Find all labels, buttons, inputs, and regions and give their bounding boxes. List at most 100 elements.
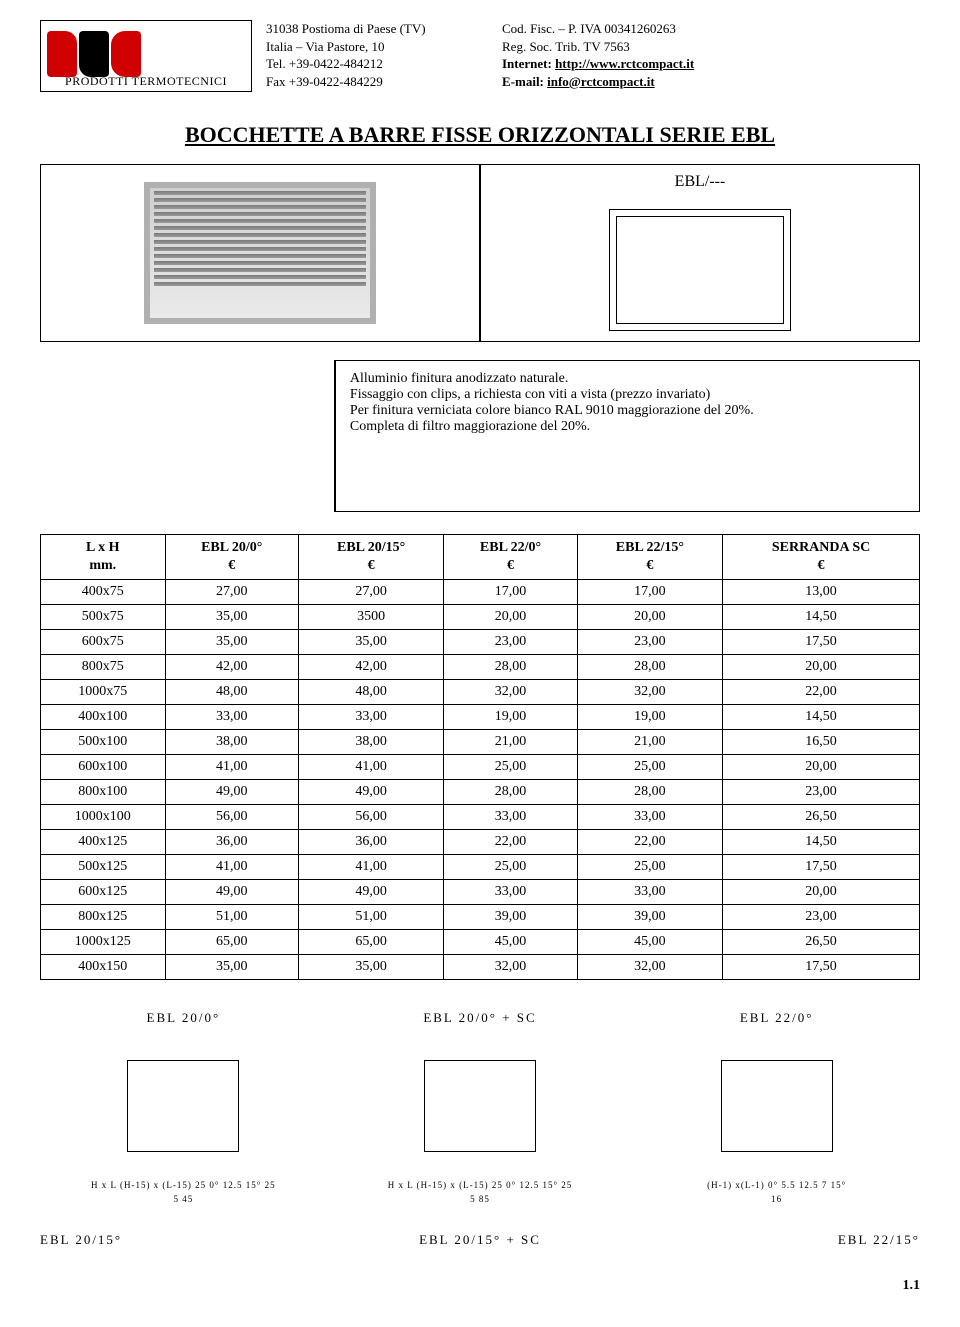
email-line: E-mail: info@rctcompact.it [502,73,782,91]
price-row: 600x7535,0035,0023,0023,0017,50 [41,630,920,655]
price-cell: 39,00 [577,905,722,930]
price-row: 800x12551,0051,0039,0039,0023,00 [41,905,920,930]
section-diagram: EBL 20/0°H x L (H-15) x (L-15) 25 0° 12.… [40,1010,327,1204]
diagram-drawing [633,1036,920,1176]
price-row: 400x12536,0036,0022,0022,0014,50 [41,830,920,855]
price-cell: 51,00 [298,905,443,930]
description-line: Completa di filtro maggiorazione del 20%… [350,419,905,435]
price-table-body: 400x7527,0027,0017,0017,0013,00500x7535,… [41,580,920,980]
price-row: 600x12549,0049,0033,0033,0020,00 [41,880,920,905]
diagram-bottom-labels: EBL 20/15°EBL 20/15° + SCEBL 22/15° [40,1232,920,1248]
price-cell: 28,00 [444,655,577,680]
description-cell: Alluminio finitura anodizzato naturale. … [335,360,920,512]
price-row: 400x7527,0027,0017,0017,0013,00 [41,580,920,605]
price-header-cell: EBL 20/15°€ [298,535,443,580]
section-diagram: EBL 22/0°(H-1) x(L-1) 0° 5.5 12.5 7 15°1… [633,1010,920,1204]
price-cell: 27,00 [165,580,298,605]
price-cell: 21,00 [577,730,722,755]
price-header-cell: EBL 20/0°€ [165,535,298,580]
price-cell: 56,00 [298,805,443,830]
price-cell: 41,00 [298,755,443,780]
diagram-bottom-label: EBL 20/15° [40,1232,122,1248]
price-table-head: L x Hmm.EBL 20/0°€EBL 20/15°€EBL 22/0°€E… [41,535,920,580]
price-cell: 56,00 [165,805,298,830]
price-cell: 25,00 [444,755,577,780]
price-row: 800x10049,0049,0028,0028,0023,00 [41,780,920,805]
price-row: 500x7535,00350020,0020,0014,50 [41,605,920,630]
price-row: 400x10033,0033,0019,0019,0014,50 [41,705,920,730]
product-row: EBL/--- [40,164,920,342]
price-cell: 33,00 [444,880,577,905]
price-cell: 400x150 [41,955,166,980]
price-cell: 20,00 [723,655,920,680]
diagram-dimension: 16 [633,1194,920,1204]
price-cell: 65,00 [298,930,443,955]
price-cell: 28,00 [577,780,722,805]
price-header-cell: EBL 22/15°€ [577,535,722,580]
price-cell: 28,00 [577,655,722,680]
price-cell: 17,50 [723,955,920,980]
price-cell: 48,00 [298,680,443,705]
price-cell: 25,00 [444,855,577,880]
address-line: 31038 Postioma di Paese (TV) [266,20,486,38]
product-outline-drawing [609,209,791,331]
fiscal-code: Cod. Fisc. – P. IVA 00341260263 [502,20,782,38]
diagrams-row: EBL 20/0°H x L (H-15) x (L-15) 25 0° 12.… [40,1010,920,1204]
price-cell: 36,00 [165,830,298,855]
product-code-cell: EBL/--- [480,164,920,342]
diagram-bottom-label: EBL 20/15° + SC [419,1232,541,1248]
price-cell: 400x100 [41,705,166,730]
diagram-annotations: (H-1) x(L-1) 0° 5.5 12.5 7 15° [633,1180,920,1190]
diagram-annotations: H x L (H-15) x (L-15) 25 0° 12.5 15° 25 [40,1180,327,1190]
internet-url[interactable]: http://www.rctcompact.it [555,56,694,71]
diagram-drawing [337,1036,624,1176]
price-cell: 33,00 [298,705,443,730]
price-cell: 32,00 [444,955,577,980]
price-cell: 17,00 [444,580,577,605]
price-cell: 32,00 [444,680,577,705]
price-header-row: L x Hmm.EBL 20/0°€EBL 20/15°€EBL 22/0°€E… [41,535,920,580]
price-cell: 42,00 [165,655,298,680]
price-cell: 21,00 [444,730,577,755]
price-header-cell: L x Hmm. [41,535,166,580]
price-cell: 32,00 [577,680,722,705]
price-cell: 20,00 [723,755,920,780]
price-cell: 1000x125 [41,930,166,955]
registration-block: Cod. Fisc. – P. IVA 00341260263 Reg. Soc… [502,20,782,90]
email-address[interactable]: info@rctcompact.it [547,74,655,89]
address-fax: Fax +39-0422-484229 [266,73,486,91]
price-row: 800x7542,0042,0028,0028,0020,00 [41,655,920,680]
price-cell: 800x100 [41,780,166,805]
price-cell: 22,00 [723,680,920,705]
price-cell: 41,00 [165,855,298,880]
price-cell: 49,00 [298,780,443,805]
price-row: 1000x12565,0065,0045,0045,0026,50 [41,930,920,955]
price-cell: 35,00 [165,605,298,630]
price-cell: 28,00 [444,780,577,805]
price-cell: 500x100 [41,730,166,755]
price-row: 1000x10056,0056,0033,0033,0026,50 [41,805,920,830]
price-cell: 26,50 [723,805,920,830]
product-code: EBL/--- [493,173,907,191]
price-row: 400x15035,0035,0032,0032,0017,50 [41,955,920,980]
price-cell: 49,00 [165,780,298,805]
section-diagram: EBL 20/0° + SCH x L (H-15) x (L-15) 25 0… [337,1010,624,1204]
price-cell: 3500 [298,605,443,630]
diagram-drawing [40,1036,327,1176]
price-cell: 19,00 [444,705,577,730]
price-cell: 23,00 [577,630,722,655]
price-cell: 800x125 [41,905,166,930]
diagram-annotations: H x L (H-15) x (L-15) 25 0° 12.5 15° 25 [337,1180,624,1190]
price-header-cell: EBL 22/0°€ [444,535,577,580]
price-cell: 42,00 [298,655,443,680]
price-cell: 33,00 [577,880,722,905]
price-cell: 1000x100 [41,805,166,830]
price-cell: 17,00 [577,580,722,605]
price-cell: 17,50 [723,630,920,655]
price-cell: 33,00 [165,705,298,730]
price-cell: 38,00 [298,730,443,755]
email-label: E-mail: [502,74,544,89]
page-title: BOCCHETTE A BARRE FISSE ORIZZONTALI SERI… [40,122,920,148]
price-cell: 32,00 [577,955,722,980]
price-row: 500x12541,0041,0025,0025,0017,50 [41,855,920,880]
